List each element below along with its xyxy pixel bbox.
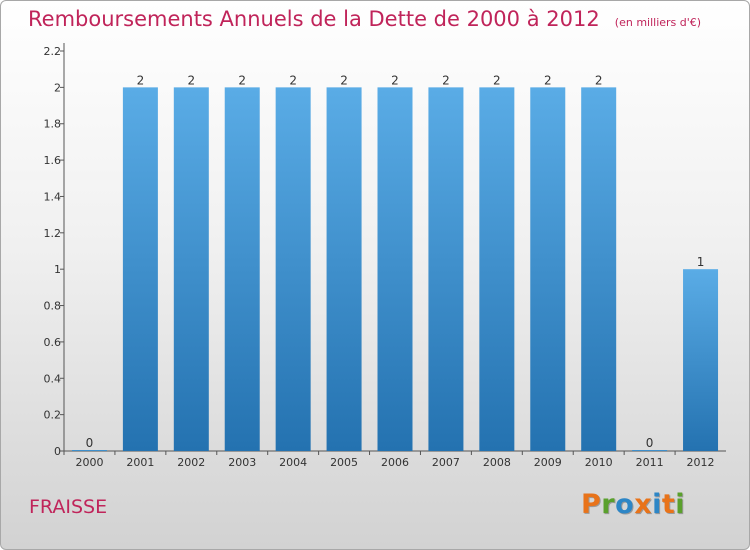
x-tick-label: 2011 (636, 456, 664, 469)
logo-letter: t (661, 489, 676, 520)
y-tick-label: 1.6 (44, 154, 62, 167)
x-tick-label: 2007 (432, 456, 460, 469)
x-tick-label: 2009 (534, 456, 562, 469)
x-tick-label: 2000 (75, 456, 103, 469)
bar-value-label: 2 (442, 73, 450, 87)
logo-letter: r (601, 489, 616, 520)
logo-letter: i (675, 489, 686, 520)
x-tick-label: 2010 (585, 456, 613, 469)
x-tick-label: 2004 (279, 456, 307, 469)
y-tick-label: 1 (54, 263, 61, 276)
bar-value-label: 2 (544, 73, 552, 87)
chart-title: Remboursements Annuels de la Dette de 20… (28, 7, 600, 31)
chart-unit: (en milliers d'€) (614, 16, 702, 29)
bars: 0 2 2 2 2 2 2 2 2 2 2 0 1 (71, 73, 719, 451)
bar-value-label: 1 (697, 255, 705, 269)
chart-header: Remboursements Annuels de la Dette de 20… (28, 7, 701, 31)
bar-2002 (173, 87, 209, 451)
x-tick-label: 2008 (483, 456, 511, 469)
y-tick-label: 1.8 (44, 118, 62, 131)
y-tick-label: 0.8 (44, 300, 62, 313)
bar-2009 (530, 87, 566, 451)
x-tick-label: 2003 (228, 456, 256, 469)
logo-letter: o (615, 489, 635, 520)
commune-name: FRAISSE (29, 496, 108, 518)
bar-value-label: 2 (391, 73, 399, 87)
bar-value-label: 0 (646, 436, 654, 450)
bar-2000 (71, 450, 107, 451)
bar-2010 (581, 87, 617, 451)
bar-2005 (326, 87, 362, 451)
x-tick-label: 2006 (381, 456, 409, 469)
bar-value-label: 2 (289, 73, 297, 87)
y-tick-label: 1.4 (44, 190, 62, 203)
logo-letter: i (652, 489, 662, 520)
bar-2012 (683, 269, 719, 451)
x-tick-label: 2012 (687, 456, 715, 469)
bar-value-label: 2 (493, 73, 501, 87)
proxiti-logo: Proxiti (581, 489, 685, 520)
y-tick-label: 1.2 (44, 227, 62, 240)
x-tick-label: 2002 (177, 456, 205, 469)
y-tick-label: 0 (54, 445, 61, 458)
y-tick-label: 0.2 (44, 409, 62, 422)
bar-value-label: 2 (340, 73, 348, 87)
y-tick-label: 2 (54, 81, 61, 94)
y-tick-label: 2.2 (44, 45, 62, 58)
y-tick-label: 0.4 (44, 372, 62, 385)
bar-2003 (224, 87, 260, 451)
y-axis: 0 0.2 0.4 0.6 0.8 1 1.2 1.4 1.6 1.8 2 2.2 (44, 43, 65, 458)
bar-value-label: 2 (187, 73, 195, 87)
bar-2008 (479, 87, 515, 451)
bar-value-label: 2 (238, 73, 246, 87)
logo-letter: x (634, 489, 653, 520)
logo-letter: P (581, 489, 602, 520)
bar-value-label: 2 (595, 73, 603, 87)
bar-value-label: 2 (137, 73, 145, 87)
x-tick-label: 2005 (330, 456, 358, 469)
bar-2004 (275, 87, 311, 451)
bar-2007 (428, 87, 464, 451)
bar-2001 (122, 87, 158, 451)
bar-2011 (632, 450, 668, 451)
bar-value-label: 0 (86, 436, 94, 450)
bar-2006 (377, 87, 413, 451)
x-axis: 2000 2001 2002 2003 2004 2005 2006 2007 2008 2009… (63, 450, 726, 469)
x-tick-label: 2001 (126, 456, 154, 469)
y-tick-label: 0.6 (44, 336, 62, 349)
